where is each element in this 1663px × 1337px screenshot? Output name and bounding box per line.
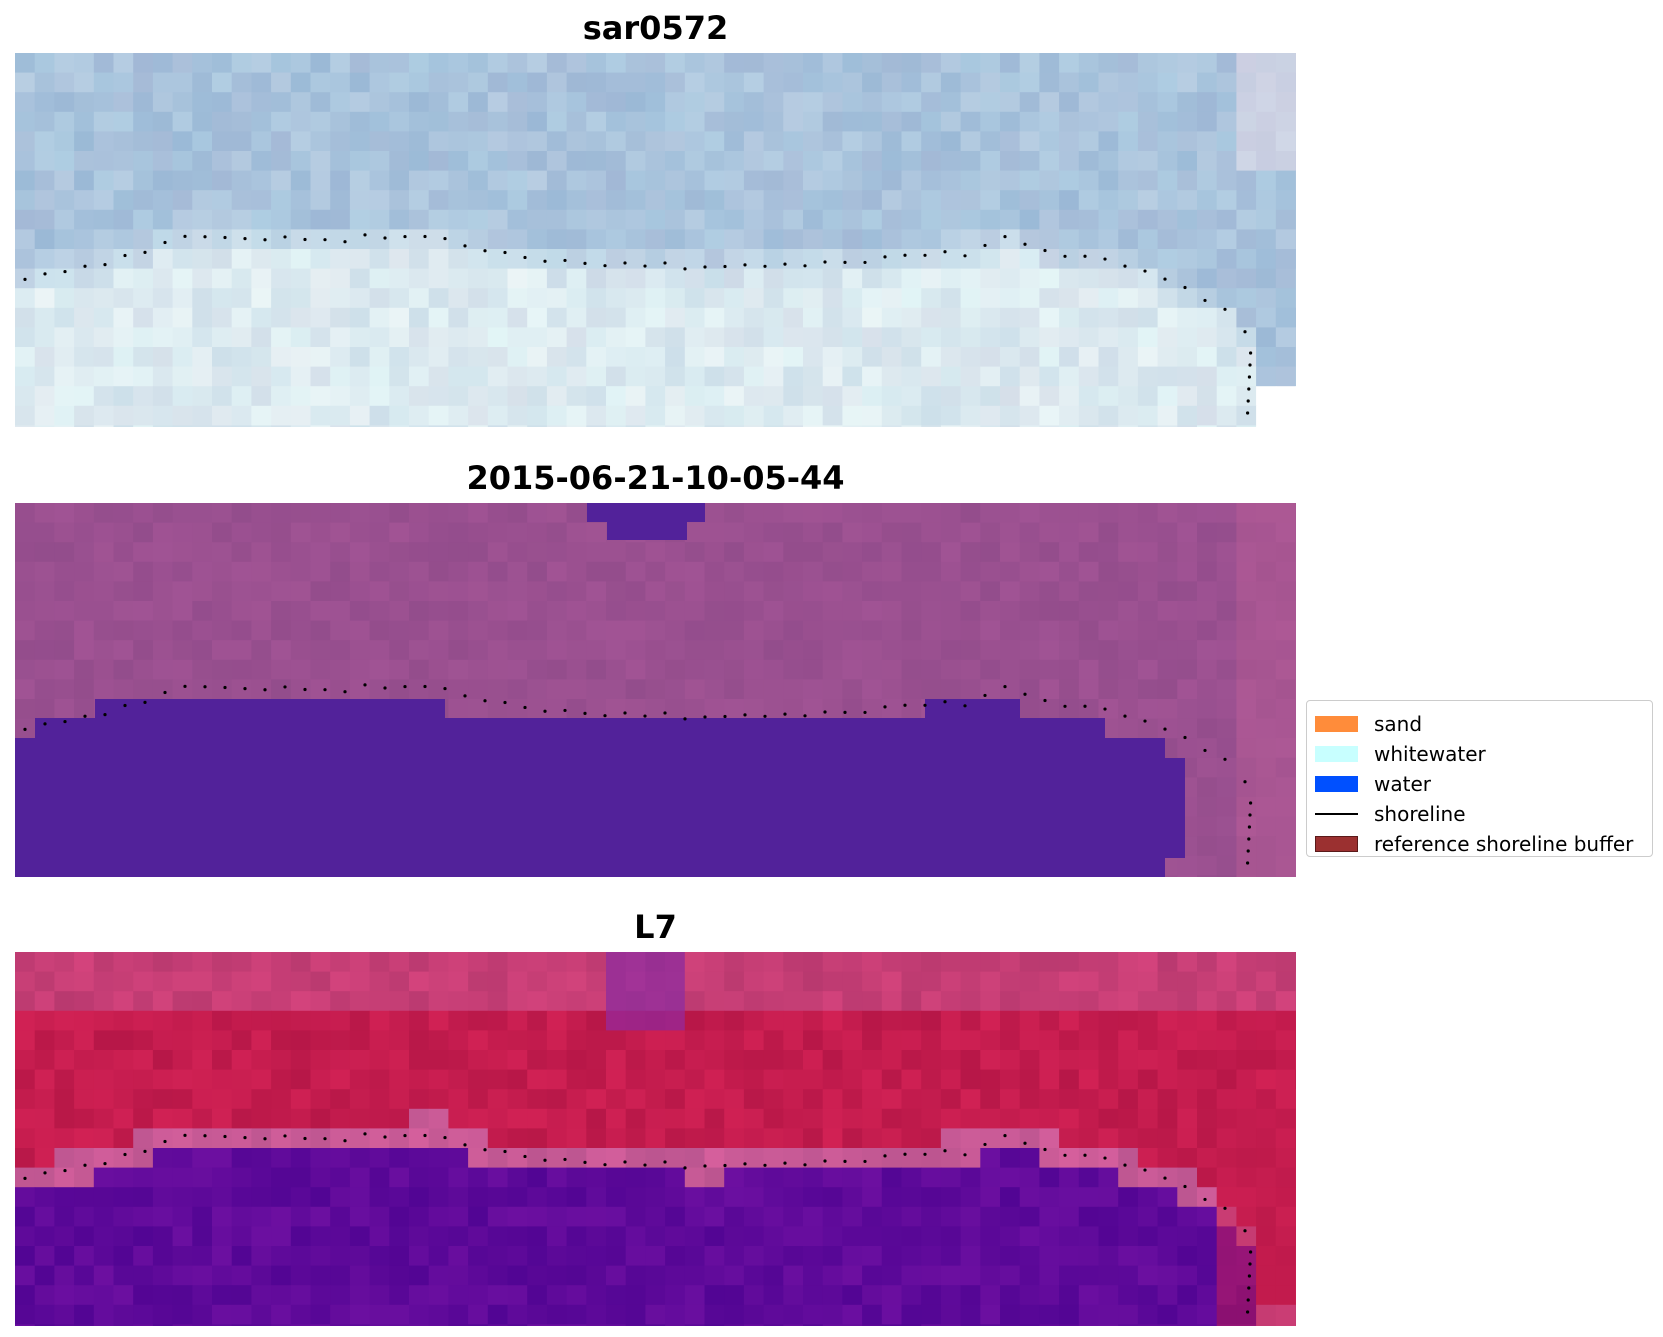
legend-label-water: water xyxy=(1374,772,1431,796)
panel-title-2: 2015-06-21-10-05-44 xyxy=(466,459,845,497)
legend-label-sand: sand xyxy=(1374,712,1423,736)
rgb-image-panel xyxy=(15,53,1296,427)
reference-buffer-swatch xyxy=(1315,836,1358,852)
panel-title-1: sar0572 xyxy=(582,9,729,47)
legend-item-whitewater: whitewater xyxy=(1315,739,1486,769)
rgb-pixels xyxy=(15,53,1296,427)
legend-label-whitewater: whitewater xyxy=(1374,742,1486,766)
sand-swatch xyxy=(1315,716,1358,732)
water-swatch xyxy=(1315,776,1358,792)
legend-item-water: water xyxy=(1315,769,1431,799)
legend: sand whitewater water shoreline referenc… xyxy=(1306,700,1653,857)
whitewater-swatch xyxy=(1315,746,1358,762)
legend-item-sand: sand xyxy=(1315,709,1422,739)
legend-item-shoreline: shoreline xyxy=(1315,799,1466,829)
rgb-image xyxy=(15,53,1296,427)
classified-image-panel xyxy=(15,503,1296,877)
water-class-region xyxy=(15,503,1185,877)
shoreline-dots-3 xyxy=(23,1132,1253,1314)
mndwi-image xyxy=(15,952,1296,1326)
shoreline-dots-2 xyxy=(23,683,1253,865)
legend-label-reference-buffer: reference shoreline buffer xyxy=(1374,832,1634,856)
classified-image xyxy=(15,503,1296,877)
mndwi-image-panel xyxy=(15,952,1296,1326)
shoreline-dots-1 xyxy=(23,233,1253,415)
shoreline-line-swatch xyxy=(1315,813,1358,815)
legend-item-reference-buffer: reference shoreline buffer xyxy=(1315,829,1633,859)
panel-title-3: L7 xyxy=(634,908,677,946)
index-pixels xyxy=(15,952,1296,1326)
legend-label-shoreline: shoreline xyxy=(1374,802,1466,826)
